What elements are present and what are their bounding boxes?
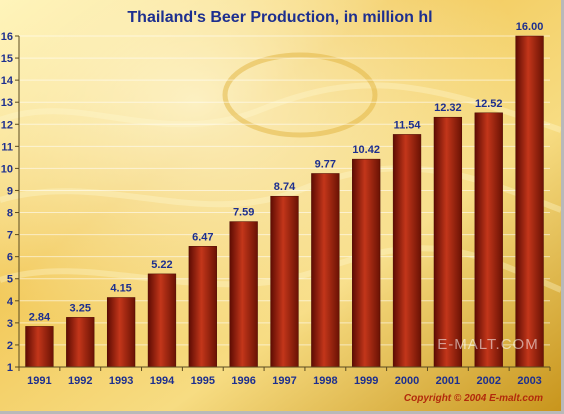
- x-tick-label: 2002: [476, 375, 500, 387]
- value-label: 8.74: [274, 181, 296, 193]
- bar-1995: [188, 246, 217, 368]
- value-label: 6.47: [192, 231, 213, 243]
- x-axis-ticks: 1991 1992 1993 1994 1995 1996 1997 1998 1999 2000…: [18, 367, 551, 387]
- y-tick-label: 11: [1, 141, 13, 153]
- chart-title: Thailand's Beer Production, in million h…: [127, 9, 432, 26]
- bar-2000: [392, 134, 422, 368]
- bar-1996: [229, 221, 258, 368]
- bar-1991: [25, 326, 54, 368]
- y-tick-label: 12: [1, 119, 13, 131]
- y-tick-label: 4: [7, 296, 14, 308]
- x-tick-label: 1999: [354, 375, 378, 387]
- x-tick-label: 2000: [395, 375, 419, 387]
- y-tick-label: 2: [7, 340, 13, 352]
- x-tick-label: 1992: [68, 375, 92, 387]
- y-tick-label: 6: [7, 252, 13, 264]
- y-tick-label: 9: [7, 185, 13, 197]
- x-tick-label: 2001: [436, 375, 460, 387]
- bar-2002: [474, 112, 503, 368]
- y-tick-label: 10: [1, 163, 13, 175]
- y-tick-label: 1: [7, 362, 13, 374]
- bars: [25, 35, 544, 368]
- x-tick-label: 1994: [150, 375, 175, 387]
- value-label: 3.25: [70, 302, 91, 314]
- bar-1992: [66, 317, 95, 368]
- bar-1994: [147, 273, 177, 368]
- y-tick-label: 15: [1, 53, 13, 65]
- x-tick-label: 1997: [272, 375, 296, 387]
- x-tick-label: 1991: [27, 375, 51, 387]
- x-tick-label: 2003: [517, 375, 541, 387]
- copyright-text: Copyright © 2004 E-malt.com: [404, 393, 543, 404]
- value-label: 16.00: [516, 21, 544, 33]
- value-labels: 2.84 3.25 4.15 5.22 6.47 7.59 8.74 9.77 10.42 11.…: [29, 21, 544, 323]
- x-tick-label: 1993: [109, 375, 133, 387]
- value-label: 11.54: [394, 119, 422, 131]
- bar-1997: [270, 195, 299, 368]
- value-label: 12.52: [475, 98, 503, 110]
- value-label: 9.77: [315, 158, 336, 170]
- y-tick-label: 13: [1, 97, 13, 109]
- value-label: 12.32: [434, 102, 462, 114]
- bar-2001: [433, 116, 463, 368]
- y-tick-label: 8: [7, 208, 13, 220]
- value-label: 7.59: [233, 207, 254, 219]
- bar-1993: [106, 297, 136, 368]
- x-tick-label: 1996: [231, 375, 255, 387]
- y-tick-label: 3: [7, 318, 13, 330]
- bar-2003: [515, 35, 544, 368]
- y-tick-label: 16: [1, 31, 13, 43]
- value-label: 5.22: [151, 259, 172, 271]
- bar-1998: [311, 173, 340, 368]
- y-tick-label: 14: [1, 75, 14, 87]
- bar-1999: [352, 158, 381, 368]
- y-tick-label: 5: [7, 274, 13, 286]
- value-label: 2.84: [29, 311, 51, 323]
- value-label: 4.15: [110, 282, 131, 294]
- value-label: 10.42: [352, 144, 380, 156]
- watermark: E-MALT.COM: [437, 336, 538, 353]
- y-tick-label: 7: [7, 230, 13, 242]
- x-tick-label: 1995: [191, 375, 215, 387]
- x-tick-label: 1998: [313, 375, 337, 387]
